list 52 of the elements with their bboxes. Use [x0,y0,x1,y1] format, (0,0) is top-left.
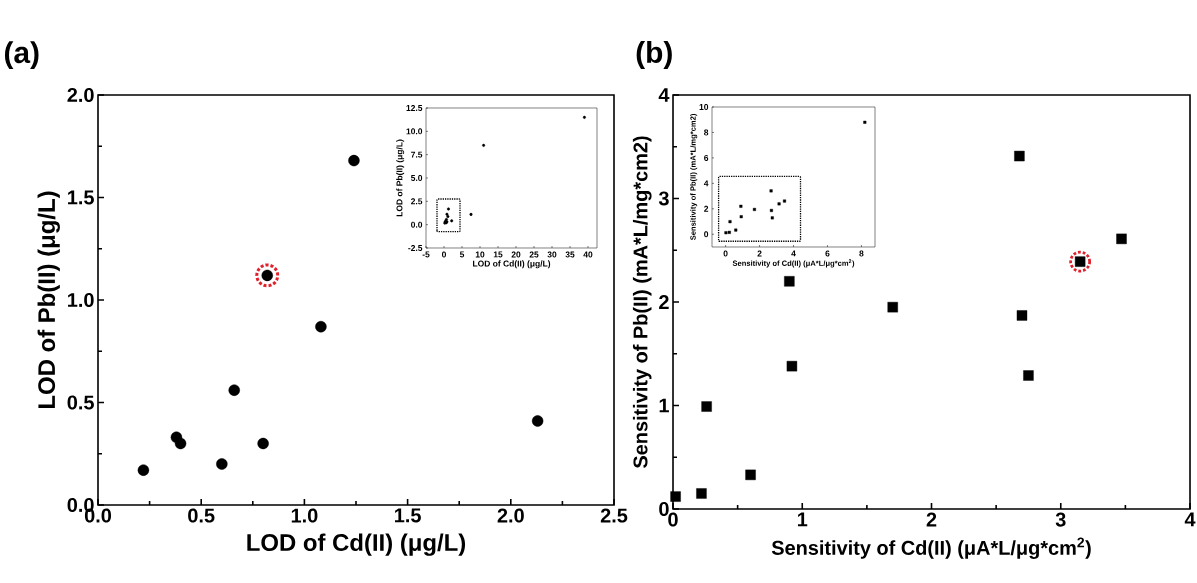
x-tick-label: 2.0 [497,508,524,523]
y-axis-title: LOD of Pb(II) (μg/L) [396,139,405,217]
y-tick-label: 3 [658,191,669,206]
y-axis-title: LOD of Pb(II) (μg/L) [37,191,60,408]
x-tick-label: 15 [493,251,503,258]
x-tick-label: 5 [459,251,465,258]
x-tick-label: 40 [583,251,593,258]
y-tick-label: 1.0 [68,292,94,308]
y-tick-label: 5.0 [410,175,423,181]
y-tick-label: 0.0 [411,221,423,228]
y-tick-label: 4 [658,88,670,102]
x-tick-label: 35 [565,251,575,258]
x-tick-label: 0 [723,250,728,257]
x-tick-label: 4 [1184,512,1196,527]
chart-title: (a) [4,41,39,70]
x-tick-label: 30 [547,251,557,258]
x-tick-label: 4 [791,250,796,257]
x-tick-label: 6 [825,250,830,257]
y-tick-label: 1 [659,398,669,413]
x-tick-label: 10 [475,251,485,258]
y-tick-label: 2.0 [67,87,94,103]
x-axis-title: Sensitivity of Cd(II) (μA*L/μg*cm$^{2}$) [771,537,1091,559]
x-tick-label: 0 [441,251,447,258]
x-tick-label: 2 [757,250,762,257]
y-tick-label: 2 [659,295,669,309]
y-tick-label: 6 [704,154,709,161]
x-tick-label: 0.5 [188,508,215,523]
y-tick-label: 2 [704,205,709,212]
y-tick-label: 12.5 [406,105,423,111]
x-tick-label: 20 [511,251,521,258]
x-tick-label: -5 [422,251,430,258]
y-tick-label: 2.5 [411,198,423,205]
chart-title: (b) [636,41,672,69]
y-tick-label: 10.0 [406,128,423,135]
y-tick-label: 0 [704,231,709,238]
y-tick-label: 8 [704,129,709,136]
y-tick-label: 4 [703,180,709,187]
y-tick-label: -2.5 [408,245,423,251]
x-tick-label: 2.5 [600,508,628,523]
y-tick-label: 10 [699,104,709,110]
x-tick-label: 2 [926,512,937,527]
x-axis-title: LOD of Cd(II) (μg/L) [473,260,551,269]
x-axis-title: LOD of Cd(II) (μg/L) [247,533,466,556]
x-tick-label: 3 [1055,512,1066,527]
x-tick-label: 8 [859,250,864,257]
y-tick-label: 0.5 [67,395,94,410]
y-tick-label: 7.5 [411,151,423,158]
x-tick-label: 1.0 [291,508,318,523]
x-tick-label: 25 [529,251,539,258]
y-tick-label: 1.5 [68,190,94,205]
y-axis-title: Sensitivity of Pb(II) (mA*L/mg*cm2) [632,136,652,469]
x-tick-label: 1 [797,512,808,527]
